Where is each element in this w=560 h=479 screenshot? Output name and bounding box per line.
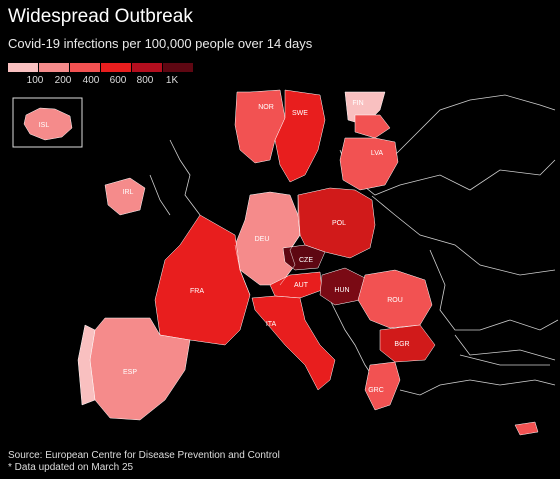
label-lva: LVA bbox=[371, 150, 384, 157]
label-pol: POL bbox=[332, 220, 346, 227]
footer: Source: European Centre for Disease Prev… bbox=[8, 450, 280, 474]
legend-swatch bbox=[132, 63, 162, 72]
color-legend: 100 200 400 600 800 1K bbox=[8, 63, 204, 86]
legend-tick: 800 bbox=[136, 75, 154, 86]
label-aut: AUT bbox=[294, 282, 309, 289]
update-note: * Data updated on March 25 bbox=[8, 462, 134, 473]
label-nor: NOR bbox=[258, 104, 274, 111]
label-fra: FRA bbox=[190, 288, 204, 295]
country-isl bbox=[23, 107, 73, 141]
legend-tick: 600 bbox=[109, 75, 127, 86]
label-isl: ISL bbox=[39, 122, 50, 129]
label-bgr: BGR bbox=[394, 341, 409, 348]
chart-title: Widespread Outbreak bbox=[8, 6, 193, 27]
legend-tick: 200 bbox=[54, 75, 72, 86]
country-cyp bbox=[514, 421, 539, 436]
legend-tick: 1K bbox=[165, 75, 179, 86]
country-bgr bbox=[379, 324, 436, 363]
legend-tick: 100 bbox=[26, 75, 44, 86]
label-deu: DEU bbox=[255, 236, 270, 243]
legend-swatch bbox=[163, 63, 193, 72]
label-irl: IRL bbox=[123, 189, 134, 196]
country-swe bbox=[274, 89, 326, 183]
source-note: Source: European Centre for Disease Prev… bbox=[8, 450, 280, 461]
legend-tick: 400 bbox=[82, 75, 100, 86]
legend-swatch bbox=[39, 63, 69, 72]
country-nor bbox=[234, 89, 286, 164]
context-borders bbox=[149, 94, 559, 396]
label-ita: ITA bbox=[266, 321, 277, 328]
label-fin: FIN bbox=[352, 100, 363, 107]
legend-swatch bbox=[8, 63, 38, 72]
country-cze bbox=[282, 244, 326, 271]
country-lva bbox=[354, 114, 391, 139]
chart-subtitle: Covid-19 infections per 100,000 people o… bbox=[8, 36, 313, 51]
country-fra bbox=[154, 214, 251, 346]
country-ita bbox=[251, 295, 336, 391]
label-grc: GRC bbox=[368, 387, 384, 394]
label-cze: CZE bbox=[299, 257, 313, 264]
label-esp: ESP bbox=[123, 369, 137, 376]
country-prt bbox=[77, 324, 96, 406]
legend-swatch bbox=[70, 63, 100, 72]
country-irl bbox=[104, 177, 146, 216]
country-grc bbox=[364, 361, 401, 411]
country-lva-2 bbox=[339, 137, 399, 191]
legend-swatch bbox=[101, 63, 131, 72]
label-swe: SWE bbox=[292, 110, 308, 117]
label-hun: HUN bbox=[334, 287, 349, 294]
eu-borders bbox=[234, 194, 301, 296]
label-rou: ROU bbox=[387, 297, 403, 304]
